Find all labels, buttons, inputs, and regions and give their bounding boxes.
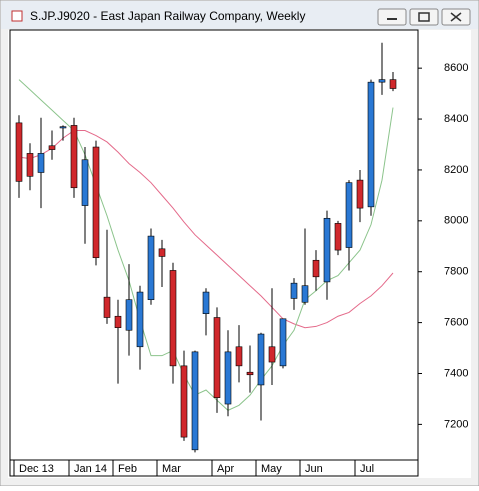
candle-body [356, 179, 364, 209]
candle-body [378, 79, 386, 83]
y-tick-label: 7200 [444, 418, 468, 430]
x-tick-label: Jul [360, 463, 374, 475]
candle-body [312, 259, 320, 278]
candle-body [48, 145, 56, 150]
candle-body [257, 333, 265, 386]
candle-body [37, 153, 45, 173]
x-tick-label: Jan 14 [74, 463, 107, 475]
y-tick-label: 7600 [444, 317, 468, 329]
candle-body [180, 365, 188, 438]
x-tick-label: Mar [162, 463, 181, 475]
candle-body [290, 282, 298, 299]
candle-body [59, 126, 67, 129]
moving-average-line [18, 130, 394, 329]
date-strip [9, 459, 419, 477]
candle-body [125, 299, 133, 331]
candle-body [81, 159, 89, 206]
x-tick-label: Apr [217, 463, 234, 475]
candle-body [389, 79, 397, 89]
candle-body [345, 182, 353, 248]
candle-body [26, 153, 34, 177]
candle-body [367, 81, 375, 208]
candle-body [224, 351, 232, 405]
candle-body [103, 296, 111, 318]
candle-body [268, 346, 276, 363]
y-tick-label: 7400 [444, 367, 468, 379]
plot-layer: 7200 7400 7600 7800 8000 8200 8400 8600 Dec 13 Ja… [13, 42, 468, 476]
x-tick-label: Dec 13 [19, 463, 54, 475]
candle-body [334, 223, 342, 251]
close-icon [450, 12, 462, 22]
candle-body [169, 270, 177, 367]
y-tick-label: 8600 [444, 62, 468, 74]
candle-body [202, 291, 210, 314]
candle-body [323, 217, 331, 283]
window-icon [11, 10, 23, 22]
candle-body [114, 315, 122, 328]
y-tick-label: 7800 [444, 266, 468, 278]
candle-body [213, 317, 221, 398]
maximize-button[interactable] [409, 8, 439, 26]
moving-average-line [18, 79, 394, 411]
candle-body [15, 122, 23, 182]
candle-body [158, 248, 166, 257]
candle-body [301, 285, 309, 303]
y-tick-label: 8000 [444, 215, 468, 227]
chart-title: S.JP.J9020 - East Japan Railway Company,… [30, 9, 305, 23]
x-tick-label: Jun [305, 463, 323, 475]
candle-body [147, 235, 155, 301]
y-tick-label: 8400 [444, 113, 468, 125]
candle-body [191, 351, 199, 451]
maximize-icon [418, 12, 430, 22]
y-tick-label: 8200 [444, 164, 468, 176]
candle-body [279, 318, 287, 367]
candle-body [246, 371, 254, 376]
minimize-button[interactable] [377, 8, 407, 26]
candle-body [70, 125, 78, 189]
candle-body [235, 346, 243, 367]
candle-body [136, 291, 144, 348]
x-tick-label: Feb [118, 463, 137, 475]
x-tick-label: May [261, 463, 282, 475]
candle-body [92, 146, 100, 259]
